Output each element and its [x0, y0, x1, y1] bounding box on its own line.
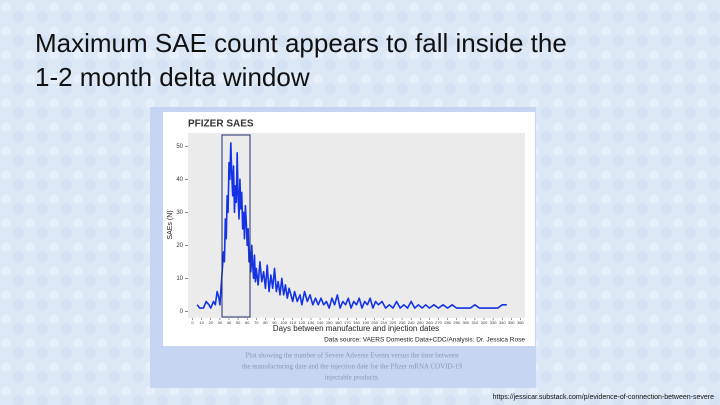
x-tick-label: 220 — [390, 320, 397, 325]
x-tick-label: 340 — [499, 320, 506, 325]
x-tick-label: 230 — [399, 320, 406, 325]
x-tick-label: 280 — [444, 320, 451, 325]
x-tick-label: 120 — [299, 320, 306, 325]
x-tick-label: 260 — [426, 320, 433, 325]
x-tick-label: 190 — [362, 320, 369, 325]
x-tick-label: 20 — [209, 320, 214, 325]
x-tick-label: 360 — [517, 320, 524, 325]
x-tick-label: 310 — [472, 320, 479, 325]
x-axis-label: Days between manufacture and injection d… — [273, 324, 439, 333]
x-tick-label: 70 — [254, 320, 259, 325]
x-tick-label: 80 — [263, 320, 268, 325]
x-tick-label: 140 — [317, 320, 324, 325]
source-url: https://jessicar.substack.com/p/evidence… — [493, 394, 714, 401]
y-tick-label: 20 — [176, 243, 183, 249]
x-tick-label: 60 — [245, 320, 250, 325]
y-tick-label: 0 — [180, 309, 184, 315]
x-tick-label: 350 — [508, 320, 515, 325]
x-tick-label: 270 — [435, 320, 442, 325]
x-tick-label: 200 — [371, 320, 378, 325]
x-tick-label: 40 — [227, 320, 232, 325]
y-tick-label: 30 — [176, 210, 183, 216]
x-tick-label: 210 — [380, 320, 387, 325]
caption: Plot showing the number of Severe Advers… — [245, 352, 459, 360]
x-tick-label: 30 — [218, 320, 223, 325]
y-axis-label: SAEs (N) — [167, 210, 174, 239]
source-note: Data source: VAERS Domestic Data+CDC/Ana… — [324, 337, 525, 344]
x-tick-label: 170 — [344, 320, 351, 325]
x-tick-label: 290 — [453, 320, 460, 325]
caption: injectable products. — [325, 374, 380, 382]
highlight-box — [221, 134, 251, 318]
y-tick-label: 50 — [176, 144, 183, 150]
x-tick-label: 130 — [308, 320, 315, 325]
x-tick-label: 90 — [272, 320, 277, 325]
x-tick-label: 10 — [199, 320, 204, 325]
x-tick-label: 320 — [481, 320, 488, 325]
x-tick-label: 100 — [280, 320, 287, 325]
x-tick-label: 250 — [417, 320, 424, 325]
x-tick-label: 160 — [335, 320, 342, 325]
x-tick-label: 180 — [353, 320, 360, 325]
data-line — [196, 142, 507, 309]
slide-title: 1-2 month delta window — [35, 62, 310, 92]
x-tick-label: 240 — [408, 320, 415, 325]
x-tick-label: 50 — [236, 320, 241, 325]
slide-title: Maximum SAE count appears to fall inside… — [35, 28, 567, 58]
chart-title: PFIZER SAES — [188, 119, 254, 130]
caption: the manufacturing date and the injection… — [242, 363, 462, 371]
x-tick-label: 330 — [490, 320, 497, 325]
plot-area — [188, 133, 525, 318]
x-tick-label: 110 — [290, 320, 297, 325]
y-tick-label: 10 — [176, 276, 183, 282]
x-tick-label: 0 — [191, 320, 194, 325]
x-tick-label: 150 — [326, 320, 333, 325]
y-tick-label: 40 — [176, 177, 183, 183]
x-tick-label: 300 — [462, 320, 469, 325]
